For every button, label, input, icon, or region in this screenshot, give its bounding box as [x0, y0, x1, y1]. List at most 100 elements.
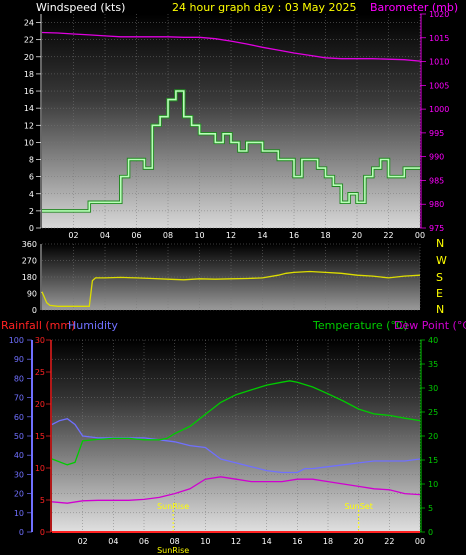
windspeed-series [42, 90, 420, 212]
baro-y-tick: 1015 [429, 34, 449, 43]
rain-y-tick: 20 [35, 400, 45, 409]
wind-x-tick: 04 [100, 231, 110, 240]
baro-y-axis: 975 980 985 990 995 1000 1005 1010 1015 1020 [420, 10, 449, 233]
temp-y-tick: 10 [428, 480, 438, 489]
wind-y-tick: 4 [29, 190, 34, 199]
rain-y-tick: 0 [40, 528, 45, 537]
humidity-y-tick: 90 [14, 355, 24, 364]
temp-x-tick: 14 [262, 537, 272, 546]
wind-y-tick: 24 [24, 19, 34, 28]
temp-x-tick: 06 [139, 537, 149, 546]
rain-y-tick: 10 [35, 464, 45, 473]
compass-label: E [436, 287, 443, 300]
wind-x-tick: 14 [257, 231, 267, 240]
wind-x-tick: 10 [194, 231, 204, 240]
baro-title: Barometer (mb) [370, 1, 458, 14]
temp-y-tick: 35 [428, 360, 438, 369]
sunrise-bottom-label: SunRise [157, 546, 189, 555]
wind-x-tick: 22 [383, 231, 393, 240]
wind-direction-series [41, 270, 421, 307]
dewpoint-title: Dew Point (°C) [394, 319, 466, 332]
direction-y-tick: 90 [27, 290, 37, 299]
compass-label: N [436, 303, 444, 316]
temperature-series [51, 380, 421, 466]
wind-y-tick: 14 [24, 104, 34, 113]
compass-label: W [436, 254, 447, 267]
temp-y-tick: 40 [428, 336, 438, 345]
humidity-y-tick: 20 [14, 490, 24, 499]
wind-title: Windspeed (kts) [36, 1, 125, 14]
humidity-y-axis: 0 10 20 30 40 50 60 70 80 90 100 [9, 336, 33, 537]
main-title: 24 hour graph day : 03 May 2025 [172, 1, 357, 14]
wind-x-tick: 08 [163, 231, 173, 240]
rain-y-tick: 25 [35, 368, 45, 377]
humidity-y-tick: 30 [14, 470, 24, 479]
humidity-y-tick: 50 [14, 432, 24, 441]
rain-y-axis: 0 5 10 15 20 25 30 [35, 336, 52, 537]
baro-y-tick: 1020 [429, 10, 449, 19]
wind-y-tick: 18 [24, 70, 34, 79]
wind-x-tick: 12 [226, 231, 236, 240]
temp-x-tick: 20 [354, 537, 364, 546]
baro-y-tick: 1010 [429, 58, 449, 67]
baro-y-tick: 995 [429, 129, 444, 138]
temp-y-tick: 0 [428, 528, 433, 537]
wind-y-tick: 10 [24, 138, 34, 147]
wind-x-tick: 02 [68, 231, 78, 240]
humidity-series [51, 417, 421, 474]
wind-x-axis: 02 04 06 08 10 12 14 16 18 20 22 00 [68, 231, 425, 240]
humidity-y-tick: 60 [14, 413, 24, 422]
sunrise-label: SunRise [157, 502, 189, 511]
baro-y-tick: 980 [429, 200, 444, 209]
wind-y-tick: 8 [29, 156, 34, 165]
baro-y-tick: 975 [429, 224, 444, 233]
temp-x-tick: 08 [170, 537, 180, 546]
compass-label: S [436, 271, 443, 284]
temp-x-tick: 18 [323, 537, 333, 546]
wind-y-tick: 6 [29, 173, 34, 182]
temp-x-tick: 00 [415, 537, 425, 546]
sunset-label: SunSet [344, 502, 372, 511]
rain-y-tick: 30 [35, 336, 45, 345]
wind-x-tick: 16 [289, 231, 299, 240]
direction-y-tick: 180 [22, 273, 37, 282]
humidity-y-tick: 0 [19, 528, 24, 537]
dewpoint-series [51, 476, 421, 504]
wind-y-tick: 0 [29, 224, 34, 233]
compass-label: N [436, 237, 444, 250]
baro-y-tick: 985 [429, 176, 444, 185]
humidity-y-tick: 70 [14, 394, 24, 403]
temp-y-tick: 20 [428, 432, 438, 441]
wind-x-tick: 06 [131, 231, 141, 240]
temp-y-tick: 15 [428, 456, 438, 465]
temp-y-tick: 30 [428, 384, 438, 393]
wind-y-tick: 22 [24, 36, 34, 45]
wind-x-tick: 18 [320, 231, 330, 240]
humidity-title: Humidity [68, 319, 118, 332]
temp-x-tick: 16 [292, 537, 302, 546]
temp-x-axis: 02 04 06 08 10 12 14 16 18 20 22 00 [78, 537, 426, 546]
humidity-y-tick: 10 [14, 509, 24, 518]
wind-y-tick: 20 [24, 53, 34, 62]
temperature-title: Temperature (°C) [312, 319, 408, 332]
direction-y-tick: 0 [32, 306, 37, 315]
rain-y-tick: 15 [35, 432, 45, 441]
temp-x-tick: 04 [108, 537, 118, 546]
temp-x-tick: 10 [200, 537, 210, 546]
direction-y-tick: 360 [22, 240, 37, 249]
wind-x-tick: 00 [415, 231, 425, 240]
baro-y-tick: 990 [429, 153, 444, 162]
humidity-y-tick: 100 [9, 336, 24, 345]
direction-y-axis: 0 90 180 270 360 [22, 240, 42, 315]
temp-y-axis: 0 5 10 15 20 25 30 35 40 [420, 336, 438, 537]
wind-y-tick: 16 [24, 87, 34, 96]
baro-y-tick: 1000 [429, 105, 449, 114]
direction-grid [42, 243, 421, 311]
humidity-y-tick: 80 [14, 374, 24, 383]
rain-title: Rainfall (mm) [1, 319, 75, 332]
barometer-series [41, 31, 421, 62]
temp-y-tick: 25 [428, 408, 438, 417]
